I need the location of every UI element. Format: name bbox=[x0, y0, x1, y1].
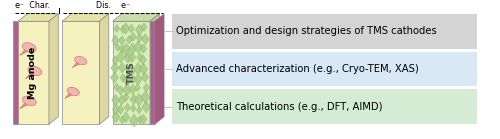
Text: TMS: TMS bbox=[127, 61, 136, 84]
Polygon shape bbox=[119, 45, 125, 53]
Polygon shape bbox=[112, 35, 120, 46]
Polygon shape bbox=[120, 116, 125, 124]
Polygon shape bbox=[110, 72, 118, 83]
Polygon shape bbox=[130, 94, 138, 105]
Polygon shape bbox=[128, 24, 134, 33]
Polygon shape bbox=[134, 40, 143, 53]
Polygon shape bbox=[142, 101, 150, 113]
Polygon shape bbox=[112, 104, 120, 115]
Polygon shape bbox=[120, 74, 126, 82]
Polygon shape bbox=[122, 23, 130, 34]
Polygon shape bbox=[140, 114, 147, 125]
Polygon shape bbox=[119, 36, 125, 45]
Polygon shape bbox=[172, 52, 477, 86]
Polygon shape bbox=[122, 93, 129, 102]
Polygon shape bbox=[150, 21, 154, 124]
Polygon shape bbox=[26, 72, 34, 79]
Polygon shape bbox=[122, 43, 130, 56]
Polygon shape bbox=[18, 21, 49, 124]
Polygon shape bbox=[150, 14, 160, 124]
Polygon shape bbox=[129, 84, 136, 95]
Text: Optimization and design strategies of TMS cathodes: Optimization and design strategies of TM… bbox=[176, 26, 437, 36]
Polygon shape bbox=[112, 95, 120, 106]
Text: Advanced characterization (e.g., Cryo-TEM, XAS): Advanced characterization (e.g., Cryo-TE… bbox=[176, 64, 419, 74]
Polygon shape bbox=[130, 33, 136, 41]
Polygon shape bbox=[123, 83, 132, 96]
Polygon shape bbox=[112, 21, 150, 124]
Polygon shape bbox=[136, 106, 142, 114]
Polygon shape bbox=[131, 75, 136, 83]
Polygon shape bbox=[140, 63, 147, 75]
Polygon shape bbox=[118, 105, 124, 114]
Polygon shape bbox=[124, 103, 130, 112]
Polygon shape bbox=[20, 49, 28, 55]
Polygon shape bbox=[172, 89, 477, 124]
Polygon shape bbox=[49, 14, 58, 124]
Polygon shape bbox=[134, 62, 142, 75]
Polygon shape bbox=[136, 24, 143, 36]
Ellipse shape bbox=[22, 96, 36, 106]
Polygon shape bbox=[126, 36, 132, 44]
Polygon shape bbox=[120, 25, 126, 34]
Polygon shape bbox=[118, 95, 126, 105]
Polygon shape bbox=[134, 84, 140, 91]
Polygon shape bbox=[20, 102, 28, 109]
Polygon shape bbox=[118, 86, 124, 95]
Polygon shape bbox=[122, 74, 132, 86]
Polygon shape bbox=[112, 111, 120, 123]
Text: Dis.    e⁻: Dis. e⁻ bbox=[96, 1, 130, 10]
Polygon shape bbox=[100, 14, 109, 124]
Polygon shape bbox=[116, 51, 125, 63]
Polygon shape bbox=[112, 56, 118, 65]
Polygon shape bbox=[125, 65, 130, 73]
Polygon shape bbox=[141, 23, 147, 31]
Polygon shape bbox=[115, 44, 120, 51]
Polygon shape bbox=[140, 44, 146, 53]
Polygon shape bbox=[114, 25, 119, 33]
Polygon shape bbox=[112, 14, 160, 21]
Polygon shape bbox=[128, 65, 136, 76]
Polygon shape bbox=[134, 93, 143, 106]
Polygon shape bbox=[143, 83, 150, 92]
Ellipse shape bbox=[74, 56, 87, 65]
Text: e⁻  Char.: e⁻ Char. bbox=[16, 1, 50, 10]
Polygon shape bbox=[172, 14, 477, 49]
Polygon shape bbox=[72, 62, 80, 68]
Text: Theoretical calculations (e.g., DFT, AIMD): Theoretical calculations (e.g., DFT, AIM… bbox=[176, 102, 383, 112]
Polygon shape bbox=[114, 83, 119, 91]
Ellipse shape bbox=[22, 43, 36, 52]
Polygon shape bbox=[136, 33, 142, 42]
Polygon shape bbox=[154, 14, 164, 124]
Polygon shape bbox=[141, 91, 150, 103]
Polygon shape bbox=[130, 104, 136, 112]
Polygon shape bbox=[118, 63, 126, 73]
Polygon shape bbox=[142, 72, 148, 82]
Polygon shape bbox=[140, 55, 146, 65]
Ellipse shape bbox=[28, 66, 42, 76]
Polygon shape bbox=[62, 21, 100, 124]
Polygon shape bbox=[134, 74, 142, 85]
Polygon shape bbox=[18, 14, 59, 21]
Polygon shape bbox=[142, 34, 149, 45]
Text: Mg anode: Mg anode bbox=[28, 47, 36, 99]
Polygon shape bbox=[124, 51, 132, 63]
Polygon shape bbox=[111, 62, 119, 74]
Polygon shape bbox=[128, 52, 136, 63]
Polygon shape bbox=[128, 43, 136, 54]
Polygon shape bbox=[130, 114, 138, 127]
Polygon shape bbox=[62, 14, 109, 21]
Polygon shape bbox=[14, 21, 18, 124]
Ellipse shape bbox=[67, 87, 80, 96]
Polygon shape bbox=[137, 116, 143, 124]
Polygon shape bbox=[122, 112, 130, 123]
Polygon shape bbox=[136, 53, 143, 62]
Polygon shape bbox=[65, 93, 72, 99]
